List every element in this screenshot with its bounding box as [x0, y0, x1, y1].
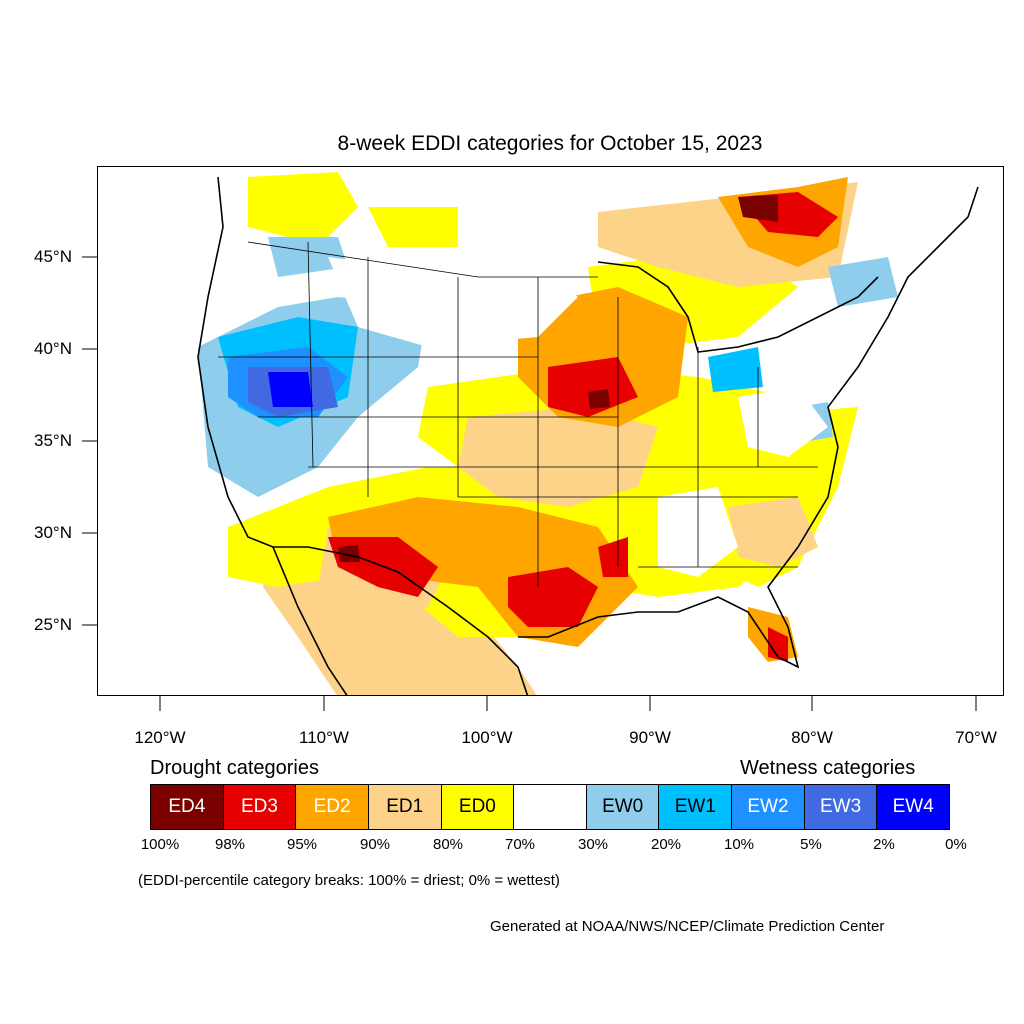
ed3-louisiana [598, 537, 628, 577]
ew4-nevada [268, 372, 313, 407]
break-label: 10% [723, 836, 755, 853]
ed0-north-central [368, 207, 458, 247]
break-label: 70% [504, 836, 536, 853]
ed3-iowa [548, 357, 638, 417]
legend-swatch-ed2: ED2 [296, 785, 369, 829]
legend-swatch-ew2: EW2 [732, 785, 805, 829]
lat-tick-40: 40°N [34, 339, 72, 358]
break-label: 30% [577, 836, 609, 853]
map-title: 8-week EDDI categories for October 15, 2… [337, 132, 763, 155]
lat-tick-25: 25°N [34, 615, 72, 634]
break-label: 5% [800, 836, 822, 853]
neutral-northern-plains [328, 257, 578, 347]
break-label: 80% [432, 836, 464, 853]
break-label: 90% [359, 836, 391, 853]
legend-swatch-ed3: ED3 [223, 785, 297, 829]
break-label: 95% [286, 836, 318, 853]
break-label: 2% [873, 836, 895, 853]
legend-swatch-ew0: EW0 [586, 785, 660, 829]
state-borders [218, 241, 818, 587]
legend-swatch-neutral [514, 785, 587, 829]
ed3-east-texas [508, 567, 598, 627]
lat-tick-45: 45°N [34, 247, 72, 266]
ed4-michigan [738, 195, 778, 222]
legend-swatch-ew3: EW3 [804, 785, 878, 829]
ed0-northwest [248, 172, 358, 237]
ed1-central [458, 407, 658, 507]
neutral-appalachian [738, 387, 828, 457]
lon-tick-100w: 100°W [461, 728, 513, 747]
break-label: 0% [945, 836, 967, 853]
lat-tick-30: 30°N [34, 523, 72, 542]
legend-swatch-ew4: EW4 [877, 785, 950, 829]
ew-lake-erie [708, 347, 763, 392]
ed3-florida [768, 627, 788, 662]
break-label: 20% [650, 836, 682, 853]
map-panel [97, 166, 1004, 696]
lon-tick-120w: 120°W [134, 728, 186, 747]
lon-tick-80w: 80°W [791, 728, 833, 747]
legend-swatch-ed4: ED4 [151, 785, 224, 829]
legend-swatch-ew1: EW1 [659, 785, 733, 829]
lat-tick-35: 35°N [34, 431, 72, 450]
break-label: 98% [214, 836, 246, 853]
category-breaks-note: (EDDI-percentile category breaks: 100% =… [138, 872, 560, 889]
ew-new-england [828, 257, 898, 307]
legend-swatch-ed0: ED0 [441, 785, 515, 829]
lon-tick-90w: 90°W [629, 728, 671, 747]
legend-swatch-ed1: ED1 [368, 785, 442, 829]
ed4-texas [338, 545, 360, 562]
category-legend-bar: ED4 ED3 ED2 ED1 ED0 EW0 EW1 EW2 EW3 EW4 [150, 784, 950, 830]
credit-line: Generated at NOAA/NWS/NCEP/Climate Predi… [490, 918, 885, 935]
drought-heading: Drought categories [150, 757, 319, 779]
lon-tick-110w: 110°W [299, 728, 349, 747]
ed4-iowa [588, 389, 610, 409]
break-label: 100% [140, 836, 180, 853]
coastline-lines [197, 176, 979, 695]
wetness-heading: Wetness categories [740, 757, 916, 779]
eddi-map [197, 172, 979, 695]
lon-tick-70w: 70°W [955, 728, 997, 747]
